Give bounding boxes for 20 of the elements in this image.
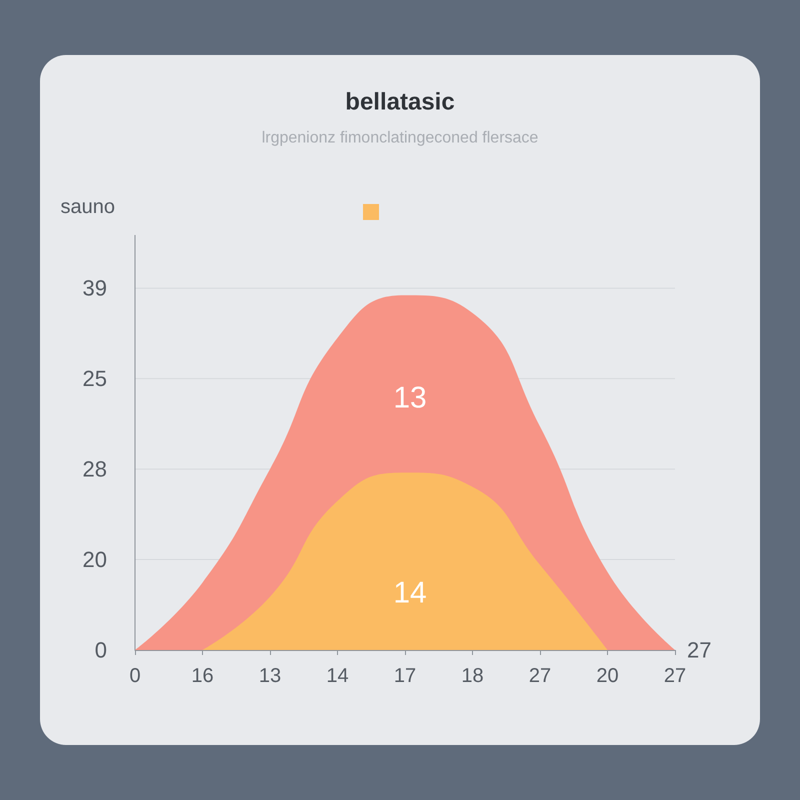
x-tick-label: 27 (664, 665, 686, 687)
y-axis-title: sauno (60, 196, 115, 218)
x-tick-label: 16 (191, 665, 214, 687)
x-tick-label: 20 (596, 665, 619, 687)
text: 0 (94, 638, 107, 662)
annotation: 13 (393, 382, 427, 415)
text: 25 (82, 366, 107, 392)
x-tick-label: 0 (129, 665, 141, 687)
annotation: 14 (393, 576, 427, 610)
text: 20 (82, 547, 107, 572)
x-tick-label: 14 (326, 665, 349, 687)
x-tick-label: 18 (461, 665, 484, 687)
x-tick-label: 17 (394, 665, 416, 687)
text: 39 (82, 276, 107, 301)
x-tick-label: 13 (258, 665, 282, 687)
chart-subtitle: lrgpenionz fimonclatingeconed flersace (262, 130, 538, 146)
chart-title: bellatasic (345, 88, 455, 116)
x-tick-label: 27 (528, 665, 552, 687)
text: 28 (82, 456, 107, 482)
x-axis-title: 27 (687, 638, 712, 662)
